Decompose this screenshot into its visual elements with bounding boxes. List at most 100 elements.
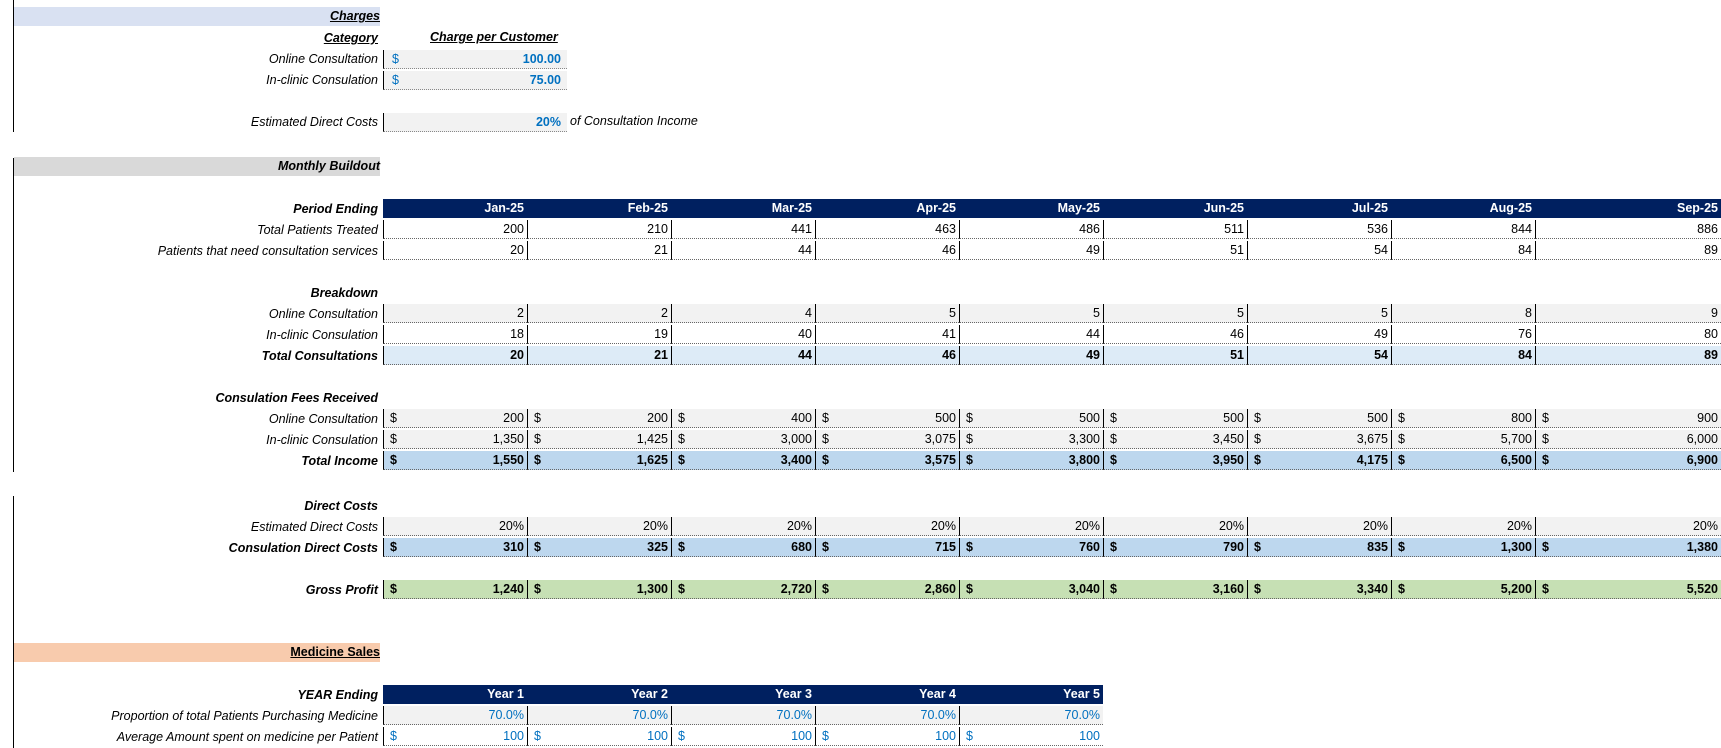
cell-value: 20% [498,519,524,533]
cell-value: Apr-25 [916,201,956,215]
cell-value: 5 [949,306,956,320]
month-header-cell: Apr-25 [815,199,959,218]
table-cell: $6,500 [1391,451,1535,470]
cell-value: 5,200 [1500,582,1532,596]
cell-value: 46 [942,348,956,362]
table-cell: 51 [1103,241,1247,260]
cell-value: 20% [1362,519,1388,533]
charge-input-inclinic[interactable]: $ 75.00 [383,71,567,90]
table-cell: 20 [383,346,527,365]
cell-value: 3,040 [1068,582,1100,596]
table-cell: $1,550 [383,451,527,470]
table-cell: $500 [1247,409,1391,428]
currency-symbol: $ [1542,453,1549,467]
cell-value: 20% [1218,519,1244,533]
gross-profit-label: Gross Profit [305,583,378,597]
year-ending-label: YEAR Ending [297,688,378,702]
table-cell: $680 [671,538,815,557]
cell-value: 70.0% [488,708,524,722]
input-cell[interactable]: $100 [815,727,959,746]
category-header: Category [323,31,378,45]
cell-value: 3,450 [1212,432,1244,446]
table-cell: 76 [1391,325,1535,344]
input-cell[interactable]: 70.0% [671,706,815,725]
input-cell[interactable]: $100 [527,727,671,746]
table-cell: $3,450 [1103,430,1247,449]
cell-value: Aug-25 [1489,201,1532,215]
cell-value: 44 [798,243,812,257]
input-cell[interactable]: 70.0% [383,706,527,725]
avg-spent-label: Average Amount spent on medicine per Pat… [116,730,378,744]
cell-value: 46 [942,243,956,257]
cell-value: 511 [1224,222,1244,236]
year-header-cell: Year 3 [671,685,815,704]
table-cell: 89 [1535,346,1721,365]
cell-value: 3,340 [1356,582,1388,596]
cell-value: 500 [1079,411,1100,425]
input-cell[interactable]: 70.0% [815,706,959,725]
table-cell: $1,240 [383,580,527,599]
table-cell: $5,520 [1535,580,1721,599]
monthly-buildout-header: Monthly Buildout [14,157,380,176]
cell-value: Year 4 [919,687,956,701]
cell-value: Jan-25 [484,201,524,215]
input-cell[interactable]: 70.0% [959,706,1103,725]
table-cell: 20% [815,517,959,536]
cell-value: 5,520 [1686,582,1718,596]
table-cell: 536 [1247,220,1391,239]
table-cell: $200 [383,409,527,428]
cell-value: 200 [647,411,668,425]
table-cell: 2 [383,304,527,323]
table-cell: 20% [1247,517,1391,536]
table-cell: 49 [959,346,1103,365]
table-cell: 54 [1247,241,1391,260]
input-cell[interactable]: $100 [383,727,527,746]
cell-value: 100 [1079,729,1100,743]
cell-value: 200 [503,411,524,425]
year-header-cell: Year 2 [527,685,671,704]
cell-value: 3,400 [780,453,812,467]
cell-value: 20% [786,519,812,533]
cell-value: 20% [1074,519,1100,533]
charge-input-online[interactable]: $ 100.00 [383,50,567,69]
cell-value: 500 [935,411,956,425]
month-header-cell: Jul-25 [1247,199,1391,218]
table-cell: 20% [671,517,815,536]
left-border [13,0,14,132]
input-cell[interactable]: $100 [671,727,815,746]
currency-symbol: $ [1254,432,1261,446]
month-header-cell: Aug-25 [1391,199,1535,218]
table-cell: 20% [383,517,527,536]
cell-value: 6,000 [1686,432,1718,446]
currency-symbol: $ [1110,432,1117,446]
table-cell: 441 [671,220,815,239]
table-cell: $3,340 [1247,580,1391,599]
cell-value: 76 [1518,327,1532,341]
direct-costs-pct-input[interactable]: 20% [383,113,567,132]
table-cell: $3,040 [959,580,1103,599]
currency-symbol: $ [1110,540,1117,554]
input-cell[interactable]: $100 [959,727,1103,746]
currency-symbol: $ [822,411,829,425]
table-cell: 80 [1535,325,1721,344]
cell-value: 100 [935,729,956,743]
table-cell: $3,075 [815,430,959,449]
table-cell: 20% [527,517,671,536]
cell-value: 8 [1525,306,1532,320]
cell-value: 3,300 [1068,432,1100,446]
total-patients-label: Total Patients Treated [257,223,378,237]
table-cell: 886 [1535,220,1721,239]
currency-symbol: $ [966,540,973,554]
input-cell[interactable]: 70.0% [527,706,671,725]
currency-symbol: $ [678,582,685,596]
table-cell: 44 [671,241,815,260]
table-cell: $500 [959,409,1103,428]
table-cell: $1,300 [1391,538,1535,557]
cell-value: 1,550 [492,453,524,467]
currency-symbol: $ [822,453,829,467]
currency-symbol: $ [390,432,397,446]
table-cell: 89 [1535,241,1721,260]
charges-section-header: Charges [14,7,380,26]
currency-symbol: $ [966,453,973,467]
table-cell: 5 [815,304,959,323]
